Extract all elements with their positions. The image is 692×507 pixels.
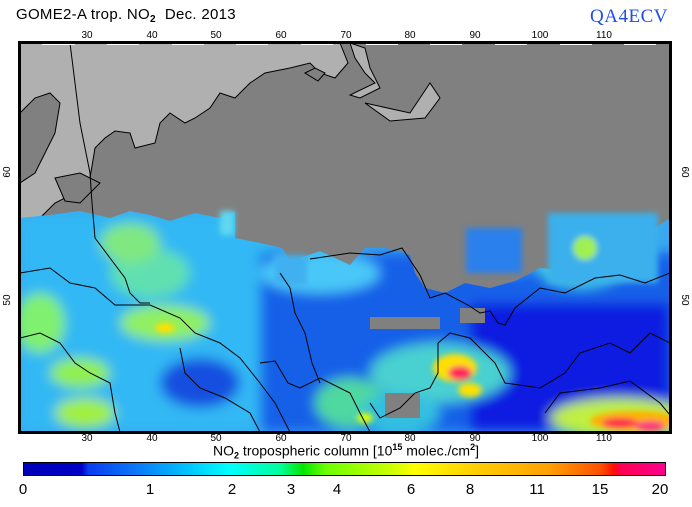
lon-tick-top: 50 (210, 30, 222, 41)
lon-tick-bottom: 100 (531, 433, 549, 444)
colorbar-tick: 8 (465, 481, 475, 498)
colorbar-tick: 6 (406, 481, 416, 498)
lon-tick-bottom: 60 (275, 433, 287, 444)
lat-tick-right: 50 (678, 294, 690, 306)
lon-tick-bottom: 30 (81, 433, 93, 444)
map-title: GOME2-A trop. NO2 Dec. 2013 (16, 6, 236, 25)
lon-tick-bottom: 70 (340, 433, 352, 444)
lon-tick-top: 90 (469, 30, 481, 41)
colorbar-label-sub: 2 (234, 450, 240, 461)
country-borders (20, 43, 670, 432)
lon-tick-bottom: 80 (404, 433, 416, 444)
colorbar-tick: 11 (529, 481, 545, 498)
lon-tick-top: 80 (404, 30, 416, 41)
lon-tick-top: 110 (596, 30, 612, 41)
colorbar-tick: 0 (18, 481, 28, 498)
lat-tick-left: 60 (2, 166, 14, 178)
lat-tick-left: 50 (2, 294, 14, 306)
lon-tick-bottom: 110 (596, 433, 612, 444)
lon-tick-top: 70 (340, 30, 352, 41)
colorbar-tick: 4 (332, 481, 342, 498)
colorbar-label-text: molec./cm (402, 442, 471, 459)
colorbar-label: NO2 tropospheric column [1015 molec./cm2… (0, 442, 692, 461)
colorbar-label-text: NO (213, 442, 235, 459)
title-subscript: 2 (150, 14, 156, 25)
colorbar-tick: 1 (145, 481, 155, 498)
no2-map[interactable] (20, 43, 670, 432)
title-text: GOME2-A trop. NO (16, 6, 150, 23)
lat-tick-right: 60 (678, 166, 690, 178)
lon-tick-top: 60 (275, 30, 287, 41)
lon-tick-top: 40 (146, 30, 158, 41)
colorbar-tick: 2 (227, 481, 237, 498)
colorbar-tick: 3 (286, 481, 296, 498)
title-date: Dec. 2013 (164, 6, 236, 23)
lon-tick-top: 100 (531, 30, 549, 41)
lon-tick-top: 30 (81, 30, 93, 41)
brand-label: QA4ECV (590, 6, 668, 27)
lon-tick-bottom: 50 (210, 433, 222, 444)
colorbar-label-text: tropospheric column [10 (239, 442, 393, 459)
colorbar-label-sup: 2 (470, 442, 476, 452)
lon-tick-bottom: 40 (146, 433, 158, 444)
lon-tick-bottom: 90 (469, 433, 481, 444)
colorbar (23, 462, 666, 476)
sea-areas (20, 43, 441, 234)
colorbar-label-sup: 15 (392, 442, 403, 452)
colorbar-tick: 20 (651, 481, 669, 498)
colorbar-tick: 15 (591, 481, 609, 498)
no2-data-islands (220, 211, 658, 285)
colorbar-label-text: ] (475, 442, 479, 459)
